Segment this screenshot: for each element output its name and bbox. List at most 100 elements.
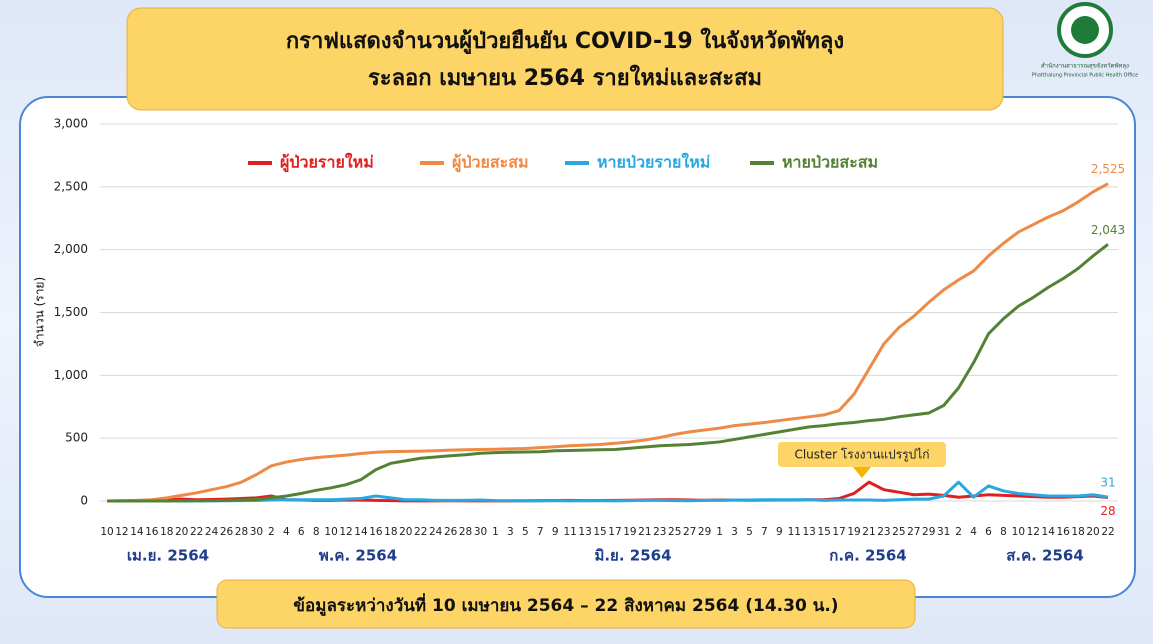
x-tick-label: 13 xyxy=(578,526,591,538)
x-tick-label: 2 xyxy=(268,526,275,538)
legend-label: ผู้ป่วยสะสม xyxy=(452,153,529,174)
x-tick-label: 8 xyxy=(313,526,320,538)
y-tick-label: 1,000 xyxy=(54,368,88,382)
x-tick-label: 16 xyxy=(145,526,159,538)
chart-subtitle: ระลอก เมษายน 2564 รายใหม่และสะสม xyxy=(368,64,762,91)
month-label: มิ.ย. 2564 xyxy=(594,547,671,565)
x-tick-label: 7 xyxy=(761,526,768,538)
x-tick-label: 20 xyxy=(175,526,188,538)
x-tick-label: 9 xyxy=(776,526,783,538)
x-tick-label: 15 xyxy=(593,526,606,538)
x-tick-label: 1 xyxy=(492,526,499,538)
x-tick-label: 3 xyxy=(507,526,514,538)
footer: ข้อมูลระหว่างวันที่ 10 เมษายน 2564 – 22 … xyxy=(293,593,838,617)
x-tick-label: 18 xyxy=(1071,526,1084,538)
x-tick-label: 6 xyxy=(298,526,305,538)
y-tick-label: 3,000 xyxy=(54,117,88,131)
x-tick-label: 7 xyxy=(537,526,544,538)
month-label: ก.ค. 2564 xyxy=(829,547,906,565)
x-tick-label: 31 xyxy=(937,526,950,538)
legend-label: ผู้ป่วยรายใหม่ xyxy=(280,153,374,174)
x-tick-label: 11 xyxy=(788,526,801,538)
x-tick-label: 21 xyxy=(638,526,651,538)
x-tick-label: 12 xyxy=(1027,526,1040,538)
legend-label: หายป่วยสะสม xyxy=(782,153,878,172)
x-tick-label: 21 xyxy=(862,526,875,538)
x-tick-label: 30 xyxy=(474,526,487,538)
month-label: พ.ค. 2564 xyxy=(319,547,397,565)
x-tick-label: 6 xyxy=(985,526,992,538)
x-tick-label: 10 xyxy=(324,526,337,538)
x-tick-label: 17 xyxy=(608,526,621,538)
y-axis-label: จำนวน (ราย) xyxy=(33,277,47,347)
x-tick-label: 4 xyxy=(283,526,290,538)
x-tick-label: 14 xyxy=(354,526,368,538)
x-tick-label: 8 xyxy=(1000,526,1007,538)
x-tick-label: 18 xyxy=(384,526,397,538)
x-tick-label: 26 xyxy=(220,526,234,538)
x-tick-label: 13 xyxy=(803,526,816,538)
logo-text: สำนักงานสาธารณสุขจังหวัดพัทลุง xyxy=(1041,63,1129,70)
data-label: 2,043 xyxy=(1091,223,1125,237)
y-tick-label: 1,500 xyxy=(54,305,88,319)
x-tick-label: 3 xyxy=(731,526,738,538)
annotation-box xyxy=(778,442,946,467)
y-tick-label: 2,500 xyxy=(54,179,88,193)
x-tick-label: 23 xyxy=(877,526,890,538)
y-tick-label: 500 xyxy=(65,431,88,445)
x-tick-label: 23 xyxy=(653,526,666,538)
annotation: Cluster โรงงานแปรรูปไก่ xyxy=(794,448,929,463)
x-tick-label: 19 xyxy=(623,526,636,538)
x-tick-label: 22 xyxy=(190,526,203,538)
x-tick-label: 24 xyxy=(205,526,219,538)
x-tick-label: 9 xyxy=(552,526,559,538)
x-tick-label: 22 xyxy=(1101,526,1114,538)
footer-box xyxy=(216,579,916,629)
x-tick-label: 5 xyxy=(746,526,753,538)
data-label: 28 xyxy=(1100,504,1115,518)
x-tick-label: 22 xyxy=(414,526,427,538)
y-tick-label: 2,000 xyxy=(54,242,88,256)
x-tick-label: 27 xyxy=(683,526,696,538)
chart-title: กราฟแสดงจำนวนผู้ป่วยยืนยัน COVID-19 ในจั… xyxy=(286,27,844,55)
series-line xyxy=(107,243,1109,503)
x-tick-label: 17 xyxy=(832,526,845,538)
x-tick-label: 30 xyxy=(250,526,263,538)
series-line xyxy=(107,480,1109,503)
x-tick-label: 5 xyxy=(522,526,529,538)
logo-inner xyxy=(1071,16,1099,44)
x-tick-label: 27 xyxy=(907,526,920,538)
month-label: ส.ค. 2564 xyxy=(1006,547,1084,565)
title-box xyxy=(126,7,1004,111)
x-tick-label: 1 xyxy=(716,526,723,538)
x-tick-label: 28 xyxy=(235,526,248,538)
x-tick-label: 19 xyxy=(847,526,860,538)
x-tick-label: 18 xyxy=(160,526,173,538)
x-tick-label: 15 xyxy=(817,526,830,538)
x-tick-label: 4 xyxy=(970,526,977,538)
annotation-arrow xyxy=(853,467,871,478)
x-tick-label: 28 xyxy=(459,526,472,538)
x-tick-label: 12 xyxy=(115,526,128,538)
x-tick-label: 10 xyxy=(100,526,113,538)
x-tick-label: 24 xyxy=(429,526,443,538)
x-tick-label: 29 xyxy=(922,526,935,538)
x-tick-label: 14 xyxy=(130,526,144,538)
x-tick-label: 12 xyxy=(339,526,352,538)
y-tick-label: 0 xyxy=(80,494,88,508)
x-tick-label: 25 xyxy=(892,526,905,538)
x-tick-label: 29 xyxy=(698,526,711,538)
x-tick-label: 26 xyxy=(444,526,458,538)
data-label: 2,525 xyxy=(1091,162,1125,176)
series-line xyxy=(106,182,1109,503)
x-tick-label: 16 xyxy=(1056,526,1070,538)
x-tick-label: 25 xyxy=(668,526,681,538)
x-tick-label: 10 xyxy=(1012,526,1025,538)
x-tick-label: 14 xyxy=(1042,526,1056,538)
month-label: เม.ย. 2564 xyxy=(127,547,209,565)
x-tick-label: 20 xyxy=(399,526,412,538)
chart-frame xyxy=(19,96,1136,598)
x-tick-label: 20 xyxy=(1086,526,1099,538)
